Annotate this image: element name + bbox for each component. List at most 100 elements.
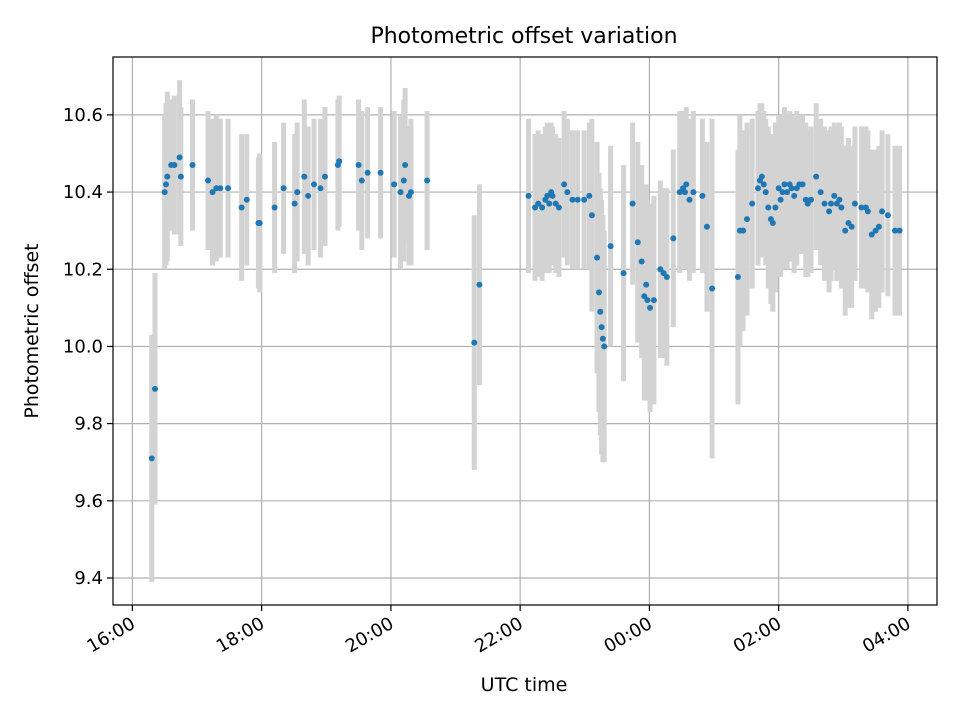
x-axis-label: UTC time [481, 674, 568, 696]
data-point [377, 169, 384, 176]
data-point [607, 243, 614, 250]
x-tick-label: 20:00 [342, 613, 397, 657]
data-point [743, 216, 750, 223]
y-tick-label: 9.8 [74, 414, 103, 435]
data-point [791, 192, 798, 199]
data-point [291, 200, 298, 207]
data-point [225, 185, 232, 192]
data-point [177, 173, 184, 180]
data-point [355, 162, 362, 169]
data-point [884, 212, 891, 219]
data-point [397, 189, 404, 196]
data-point [294, 189, 301, 196]
data-point [781, 181, 788, 188]
data-point [699, 192, 706, 199]
data-point [271, 204, 278, 211]
data-point [638, 258, 645, 265]
y-tick-label: 10.4 [63, 182, 103, 203]
data-point [765, 204, 772, 211]
chart-title: Photometric offset variation [370, 24, 677, 49]
data-point [358, 177, 365, 184]
data-point [152, 385, 159, 392]
data-point [471, 339, 478, 346]
data-point [896, 227, 903, 234]
data-point [574, 196, 581, 203]
data-point [161, 189, 168, 196]
x-tick-label: 02:00 [730, 613, 785, 657]
data-point [189, 162, 196, 169]
data-point [209, 189, 216, 196]
data-point [821, 200, 828, 207]
data-point [601, 343, 608, 350]
data-point [555, 204, 562, 211]
data-point [402, 162, 409, 169]
data-point [598, 324, 605, 331]
data-point [709, 285, 716, 292]
data-points [148, 154, 903, 462]
data-point [690, 189, 697, 196]
data-point [171, 162, 178, 169]
x-tick-label: 00:00 [600, 613, 655, 657]
data-point [400, 177, 407, 184]
data-point [634, 239, 641, 246]
data-point [305, 192, 312, 199]
data-point [599, 335, 606, 342]
data-point [644, 297, 651, 304]
data-point [243, 196, 250, 203]
data-point [544, 192, 551, 199]
data-point [758, 173, 765, 180]
data-point [703, 223, 710, 230]
data-point [586, 192, 593, 199]
y-tick-label: 10.2 [63, 259, 103, 280]
data-point [238, 204, 245, 211]
data-point [734, 273, 741, 280]
data-point [407, 189, 414, 196]
data-point [838, 204, 845, 211]
y-axis-ticks: 9.4 9.6 9.8 10.0 10.2 10.4 10.6 [63, 105, 113, 589]
data-point [535, 200, 542, 207]
data-point [310, 181, 317, 188]
y-axis-label: Photometric offset [21, 243, 43, 418]
y-tick-label: 10.0 [63, 336, 103, 357]
data-point [569, 196, 576, 203]
data-point [868, 231, 875, 238]
data-point [217, 185, 224, 192]
data-point [807, 196, 814, 203]
data-point [164, 173, 171, 180]
data-point [205, 177, 212, 184]
data-point [788, 185, 795, 192]
data-point [864, 208, 871, 215]
data-point [620, 270, 627, 277]
data-point [148, 455, 155, 462]
data-point [891, 227, 898, 234]
plot-frame [112, 56, 938, 606]
data-point [762, 189, 769, 196]
data-point [817, 189, 824, 196]
data-point [176, 154, 183, 161]
data-point [364, 169, 371, 176]
data-point [879, 208, 886, 215]
data-point [813, 173, 820, 180]
data-point [784, 189, 791, 196]
data-point [740, 227, 747, 234]
data-point [858, 204, 865, 211]
data-point [588, 212, 595, 219]
data-point [848, 223, 855, 230]
data-point [681, 189, 688, 196]
data-point [799, 181, 806, 188]
data-point [476, 281, 483, 288]
data-point [336, 158, 343, 165]
x-tick-label: 16:00 [83, 613, 138, 657]
data-point [391, 181, 398, 188]
data-point [597, 308, 604, 315]
x-tick-label: 18:00 [213, 613, 268, 657]
x-tick-label: 22:00 [471, 613, 526, 657]
data-point [643, 281, 650, 288]
x-axis-ticks: 16:00 18:00 20:00 22:00 00:00 02:00 04:00 [83, 605, 914, 657]
data-point [779, 189, 786, 196]
y-tick-label: 9.4 [74, 568, 103, 589]
data-point [663, 273, 670, 280]
data-point [549, 192, 556, 199]
data-point [842, 227, 849, 234]
